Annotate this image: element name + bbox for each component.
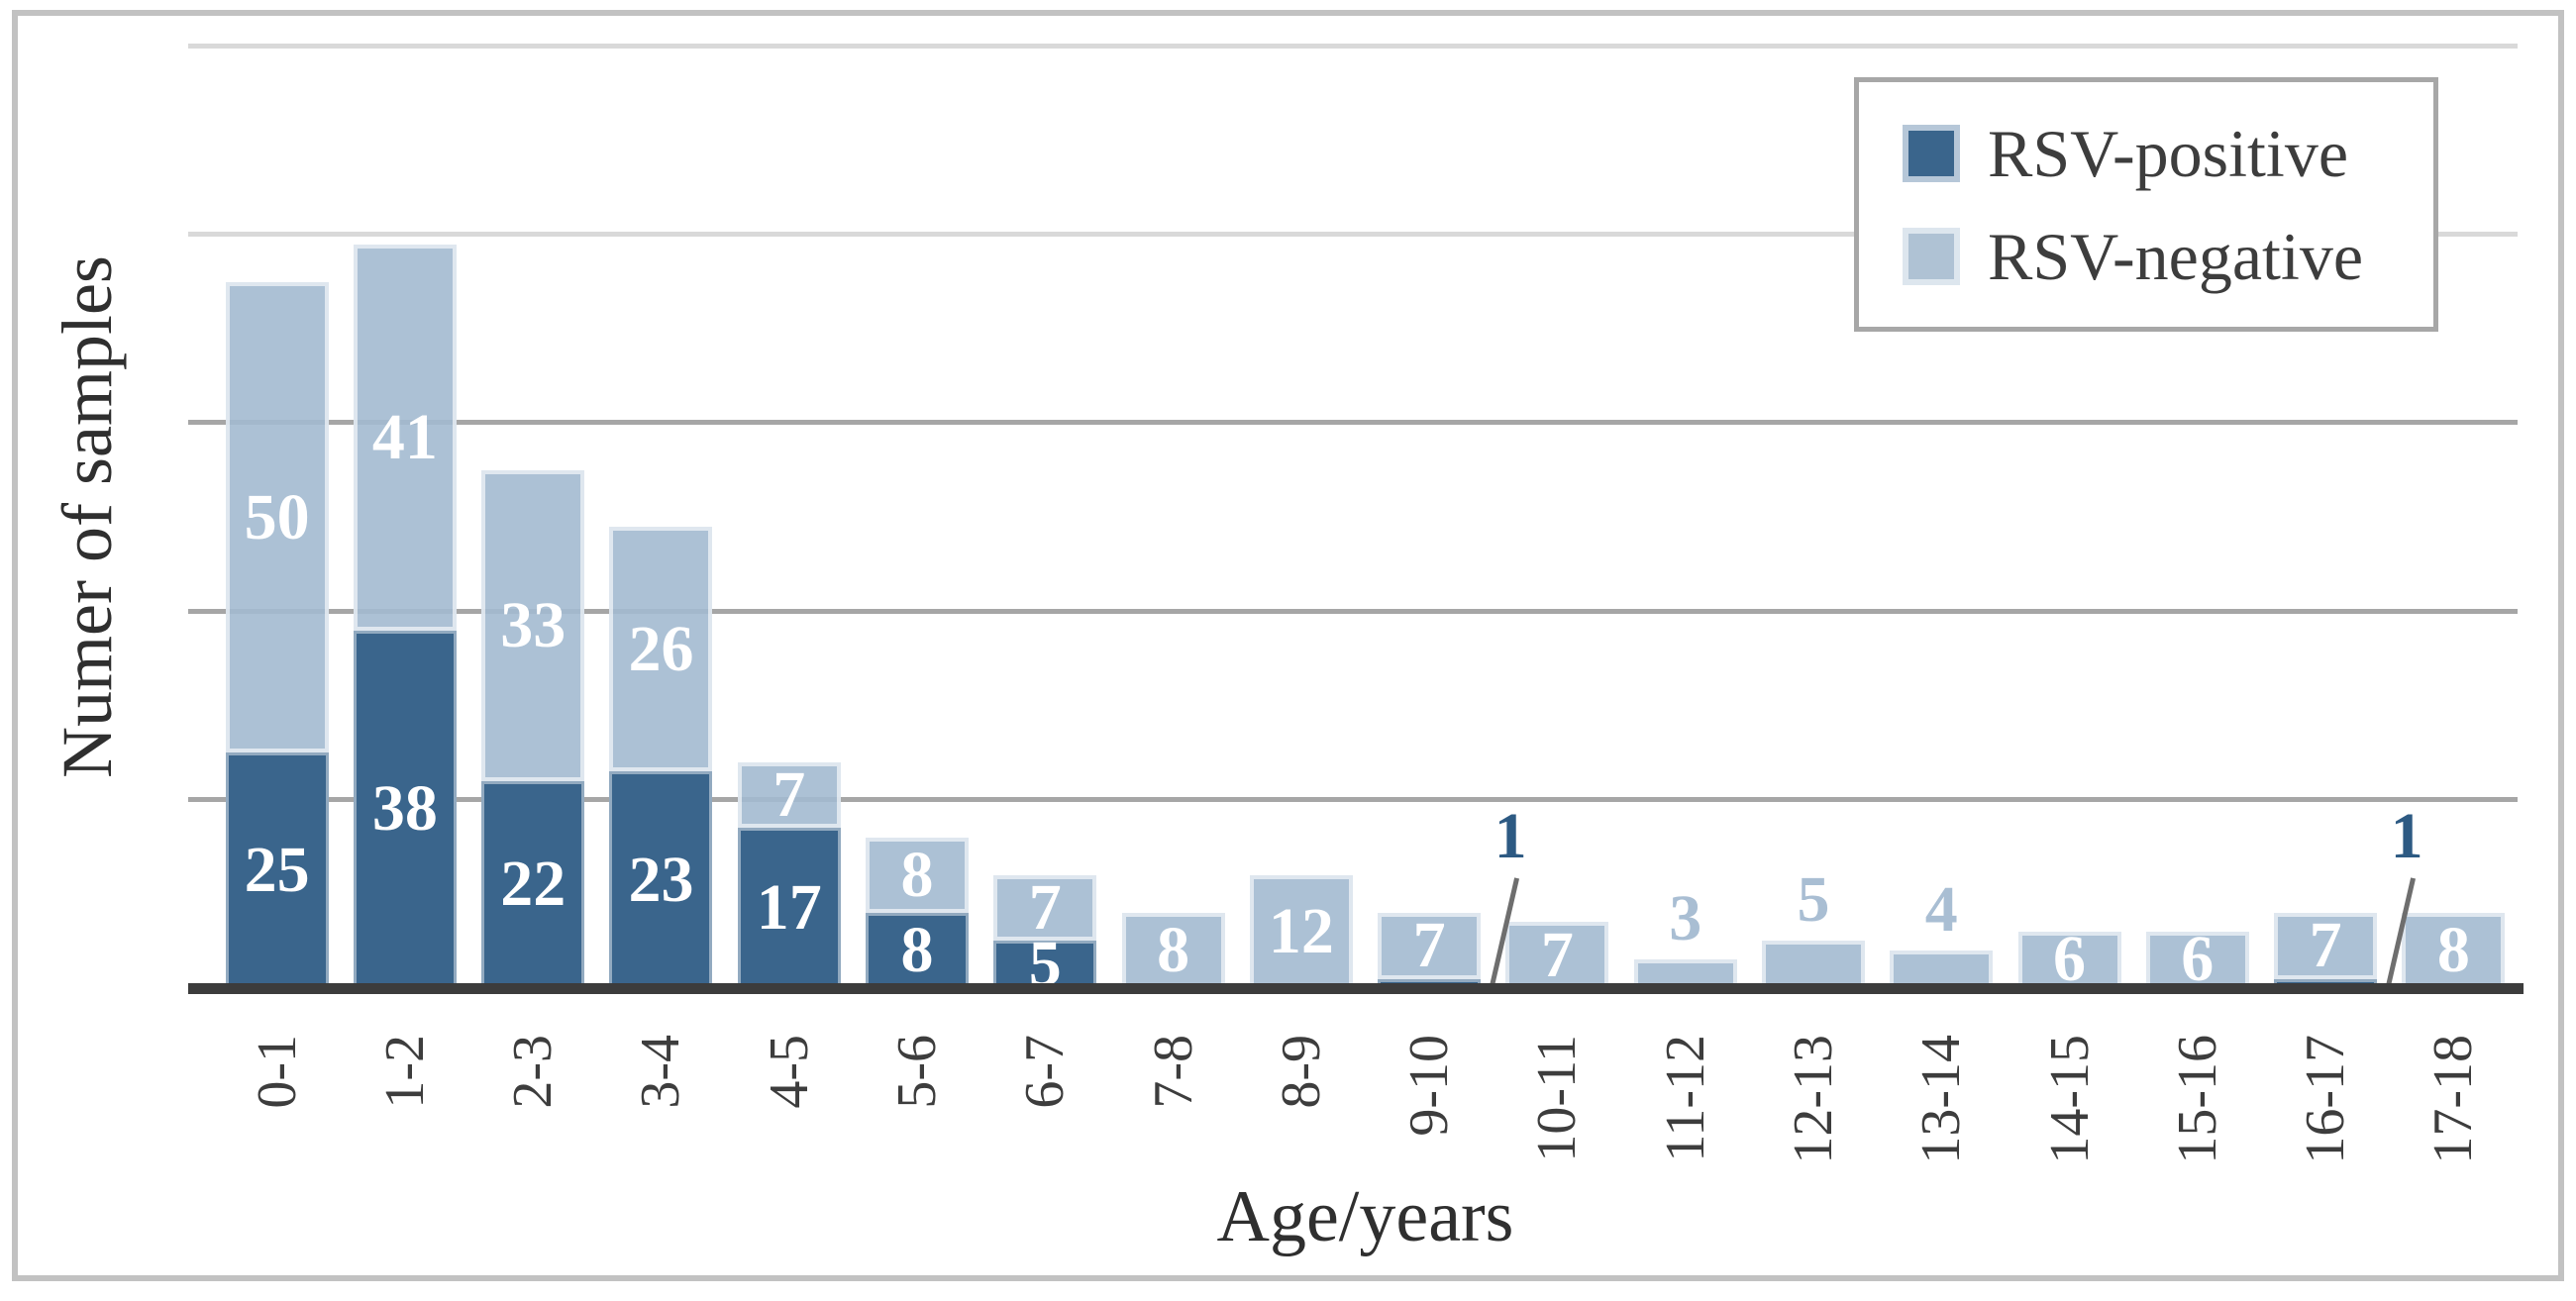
bar-value-negative-9-10: 7 xyxy=(1412,909,1446,982)
bar-segment-negative-8-9: 12 xyxy=(1249,874,1353,988)
bar-segment-negative-0-1: 50 xyxy=(225,281,329,753)
bar-value-positive-3-4: 23 xyxy=(628,843,694,916)
bar-value-positive-2-3: 22 xyxy=(500,848,567,921)
bar-segment-negative-15-16: 6 xyxy=(2145,927,2249,992)
gridline-80 xyxy=(188,232,2518,238)
bar-segment-negative-12-13 xyxy=(1761,941,1865,988)
bar-value-negative-10-11: 7 xyxy=(1540,918,1574,991)
legend-swatch-negative-icon xyxy=(1903,228,1960,285)
x-axis-title: Age/years xyxy=(1216,1176,1514,1257)
bar-value-negative-6-7: 7 xyxy=(1028,871,1062,945)
bar-value-negative-14-15: 6 xyxy=(2053,923,2087,996)
legend-label-positive: RSV-positive xyxy=(1988,116,2349,191)
bar-segment-negative-10-11: 7 xyxy=(1505,918,1609,991)
bar-value-negative-4-5: 7 xyxy=(773,758,806,832)
bar-value-negative-2-3: 33 xyxy=(500,588,567,661)
bar-segment-negative-17-18: 8 xyxy=(2402,912,2506,988)
bar-segment-negative-2-3: 33 xyxy=(481,469,585,781)
bar-value-negative-12-13: 5 xyxy=(1797,863,1830,937)
bar-segment-positive-3-4: 23 xyxy=(609,771,713,988)
bar-segment-negative-6-7: 7 xyxy=(993,871,1097,945)
bar-value-negative-11-12: 3 xyxy=(1669,882,1702,955)
gridline-40 xyxy=(188,608,2518,614)
gridline-20 xyxy=(188,796,2518,802)
legend-swatch-positive-icon xyxy=(1903,125,1960,182)
bar-segment-positive-2-3: 22 xyxy=(481,780,585,988)
bar-segment-negative-16-17: 7 xyxy=(2274,909,2378,982)
bar-value-positive-4-5: 17 xyxy=(756,871,822,945)
bar-value-positive-1-2: 38 xyxy=(371,772,438,846)
bar-segment-negative-4-5: 7 xyxy=(737,758,841,832)
bar-value-negative-7-8: 8 xyxy=(1157,913,1190,986)
bar-segment-negative-1-2: 41 xyxy=(353,244,457,631)
bar-segment-positive-0-1: 25 xyxy=(225,752,329,988)
bar-segment-negative-3-4: 26 xyxy=(609,527,713,772)
legend-label-negative: RSV-negative xyxy=(1988,219,2364,294)
legend: RSV-positive RSV-negative xyxy=(1854,77,2438,332)
bar-segment-negative-13-14 xyxy=(1890,950,1994,988)
bar-value-negative-17-18: 8 xyxy=(2436,913,2470,986)
legend-item-negative: RSV-negative xyxy=(1903,205,2433,308)
bar-value-negative-5-6: 8 xyxy=(900,838,934,911)
gridline-60 xyxy=(188,420,2518,426)
callout-value-positive-9-10: 1 xyxy=(1494,800,1527,872)
bar-value-negative-8-9: 12 xyxy=(1268,894,1334,967)
legend-item-positive: RSV-positive xyxy=(1903,102,2433,205)
bar-segment-positive-6-7: 5 xyxy=(993,932,1097,997)
bar-segment-negative-9-10: 7 xyxy=(1378,909,1482,982)
bar-segment-negative-5-6: 8 xyxy=(866,837,970,913)
bar-value-negative-16-17: 7 xyxy=(2309,909,2342,982)
bar-value-negative-15-16: 6 xyxy=(2181,923,2215,996)
bar-segment-positive-4-5: 17 xyxy=(737,828,841,988)
bar-value-negative-1-2: 41 xyxy=(371,400,438,473)
bar-value-negative-3-4: 26 xyxy=(628,612,694,685)
callout-value-positive-16-17: 1 xyxy=(2390,800,2423,872)
figure-border xyxy=(12,10,2564,1281)
plot-area: 25 50 38 41 22 33 23 26 17 7 8 8 5 7 8 12 7 1 7 3 5 4 6 6 7 1 8 xyxy=(188,44,2524,997)
gridline-100 xyxy=(188,44,2518,49)
bar-segment-negative-14-15: 6 xyxy=(2017,927,2121,992)
y-axis-title: Numer of samples xyxy=(48,255,127,778)
bar-value-positive-0-1: 25 xyxy=(244,834,310,907)
bar-segment-negative-7-8: 8 xyxy=(1121,912,1225,988)
x-axis-line xyxy=(188,983,2524,994)
bar-segment-positive-5-6: 8 xyxy=(866,912,970,988)
bar-segment-positive-1-2: 38 xyxy=(353,630,457,988)
bar-value-negative-0-1: 50 xyxy=(244,480,310,553)
bar-value-negative-13-14: 4 xyxy=(1924,872,1958,946)
bar-value-positive-5-6: 8 xyxy=(900,913,934,986)
